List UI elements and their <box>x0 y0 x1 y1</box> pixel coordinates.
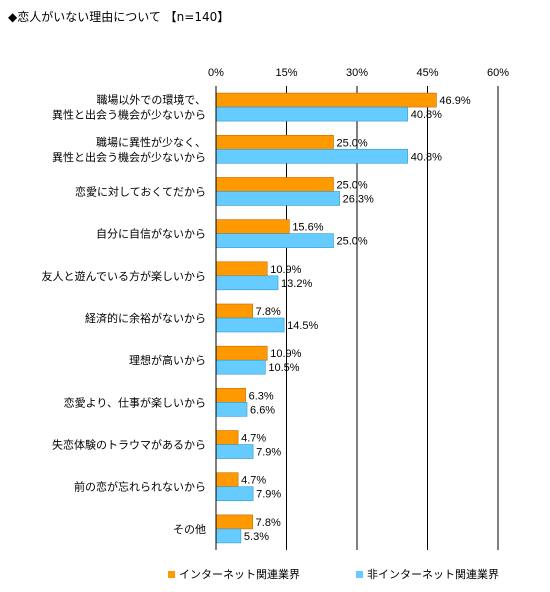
category-label: 異性と出会う機会が少ないから <box>52 108 206 122</box>
bar-non-internet <box>215 402 248 417</box>
bar-internet <box>215 430 239 445</box>
data-label-internet: 7.8% <box>256 306 281 318</box>
x-tick-label: 60% <box>487 67 509 79</box>
data-label-internet: 6.3% <box>249 390 274 402</box>
data-label-internet: 7.8% <box>256 517 281 529</box>
data-label-non-internet: 6.6% <box>250 404 275 416</box>
data-label-non-internet: 40.8% <box>411 109 442 121</box>
bar-non-internet <box>215 148 409 164</box>
data-label-non-internet: 14.5% <box>287 320 318 332</box>
legend-label-internet: インターネット関連業界 <box>179 568 300 581</box>
bar-internet <box>215 261 268 277</box>
bar-non-internet <box>215 191 340 206</box>
x-tick-label: 15% <box>275 67 297 79</box>
category-label: 理想が高いから <box>129 353 206 367</box>
data-label-internet: 25.0% <box>337 137 368 149</box>
data-label-internet: 10.9% <box>270 264 301 276</box>
bar-internet <box>215 219 290 234</box>
category-label: 失恋体験のトラウマがあるから <box>52 438 206 452</box>
legend-swatch-blue <box>356 570 363 578</box>
bar-non-internet <box>215 106 409 122</box>
category-label: 恋愛に対しておくてだから <box>75 184 206 198</box>
data-label-non-internet: 26.3% <box>343 193 374 205</box>
data-label-internet: 4.7% <box>241 475 266 487</box>
bar-non-internet <box>215 486 254 502</box>
bar-non-internet <box>215 444 254 459</box>
bar-internet <box>215 345 268 361</box>
data-label-internet: 4.7% <box>241 433 266 445</box>
chart-title: ◆恋人がいない理由について 【n=140】 <box>8 10 230 24</box>
x-tick-label: 45% <box>416 67 438 79</box>
bar-non-internet <box>215 528 242 544</box>
bar-internet <box>215 388 246 403</box>
data-label-internet: 10.9% <box>270 348 301 360</box>
bar-internet <box>215 134 334 150</box>
bar-non-internet <box>215 275 279 291</box>
category-label: その他 <box>173 523 206 536</box>
bar-non-internet <box>215 317 285 333</box>
category-label: 異性と出会う機会が少ないから <box>52 150 206 164</box>
data-label-internet: 25.0% <box>337 179 368 191</box>
legend-item-internet: インターネット関連業界 <box>168 566 300 582</box>
bar-non-internet <box>215 359 266 375</box>
data-label-non-internet: 7.9% <box>256 489 281 501</box>
data-label-internet: 46.9% <box>439 95 470 107</box>
legend-swatch-orange <box>168 570 175 578</box>
bar-internet <box>215 472 239 488</box>
category-label: 恋愛より、仕事が楽しいから <box>64 395 206 409</box>
bar-non-internet <box>215 233 334 248</box>
category-label: 自分に自信がないから <box>96 227 206 241</box>
x-tick-label: 30% <box>346 67 368 79</box>
category-label: 前の恋が忘れられないから <box>74 480 206 494</box>
data-label-non-internet: 7.9% <box>256 447 281 459</box>
bar-internet <box>215 92 437 108</box>
category-label: 職場に異性が少なく、 <box>96 135 206 149</box>
category-label: 経済的に余裕がないから <box>85 311 206 325</box>
legend-label-non-internet: 非インターネット関連業界 <box>367 568 499 581</box>
data-label-non-internet: 40.8% <box>411 151 442 163</box>
bar-internet <box>215 303 253 319</box>
data-label-non-internet: 25.0% <box>337 236 368 248</box>
data-label-non-internet: 5.3% <box>244 531 269 543</box>
data-label-non-internet: 10.5% <box>268 362 299 374</box>
category-label: 職場以外での環境で、 <box>96 93 206 107</box>
category-label: 友人と遊んでいる方が楽しいから <box>42 269 206 283</box>
data-label-non-internet: 13.2% <box>281 278 312 290</box>
x-tick-label: 0% <box>208 67 224 79</box>
data-label-internet: 15.6% <box>292 222 323 234</box>
bar-internet <box>215 514 253 530</box>
bar-internet <box>215 177 334 192</box>
legend-item-non-internet: 非インターネット関連業界 <box>356 566 499 582</box>
